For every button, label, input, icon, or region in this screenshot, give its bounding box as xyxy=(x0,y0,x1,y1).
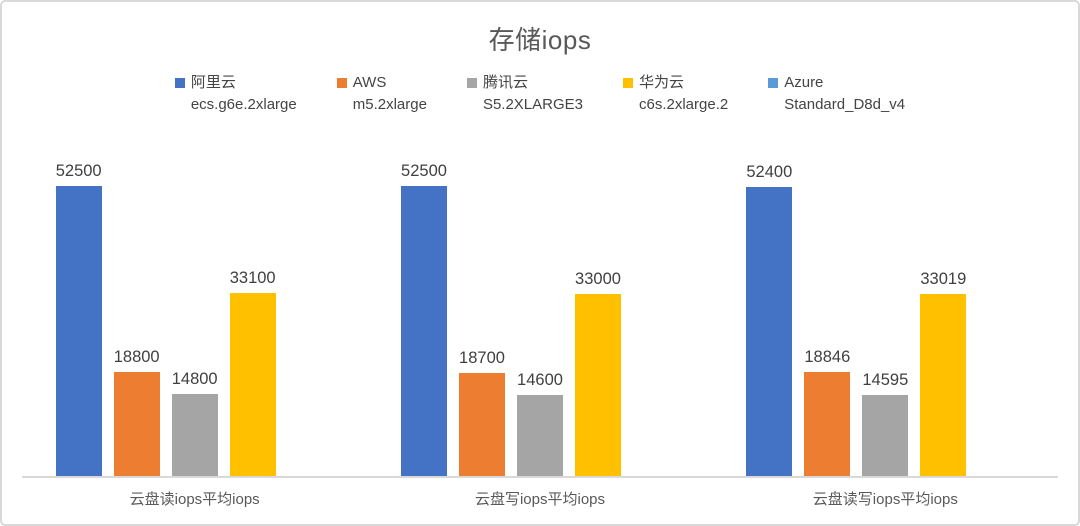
bar-value-label: 33000 xyxy=(575,269,621,288)
bar-tencent: 14600 xyxy=(516,371,563,476)
legend-swatch-icon xyxy=(466,77,477,88)
legend-instance-type: c6s.2xlarge.2 xyxy=(639,96,729,113)
bar-group: 52400 18846 14595 33019 xyxy=(713,163,1058,476)
bar-group: 52500 18700 14600 33000 xyxy=(367,162,712,476)
legend-item-tencent: 腾讯云 S5.2XLARGE3 xyxy=(466,72,583,115)
legend-item-azure: Azure Standard_D8d_v4 xyxy=(768,72,905,115)
bar-aws: 18800 xyxy=(113,348,160,476)
bar-group: 52500 18800 14800 33100 xyxy=(22,162,367,476)
bar-alicloud: 52400 xyxy=(746,163,793,476)
legend-swatch-icon xyxy=(623,77,633,88)
legend-series-name: 阿里云 xyxy=(190,74,236,91)
legend-item-alicloud: 阿里云 ecs.g6e.2xlarge xyxy=(174,72,297,115)
bar-value-label: 18846 xyxy=(804,347,851,366)
plot-area: 52500 18800 14800 33100 52500 18700 14600 33000… xyxy=(22,162,1058,476)
legend-series-name: 华为云 xyxy=(639,74,685,91)
x-axis-line xyxy=(22,476,1058,478)
legend-swatch-icon xyxy=(336,77,347,88)
bar-value-label: 14800 xyxy=(171,370,218,389)
bar-value-label: 33019 xyxy=(920,269,967,288)
bar-value-label: 14595 xyxy=(862,371,909,390)
category-label: 云盘读iops平均iops xyxy=(129,491,260,508)
legend-series-name: AWS xyxy=(352,74,387,91)
legend-series-name: 腾讯云 xyxy=(482,74,528,91)
legend-instance-type: S5.2XLARGE3 xyxy=(482,96,583,113)
bar-value-label: 14600 xyxy=(517,371,563,390)
bar-huawei: 33000 xyxy=(574,270,621,476)
legend-instance-type: Standard_D8d_v4 xyxy=(784,96,906,113)
category-labels: 云盘读iops平均iops 云盘写iops平均iops 云盘读写iops平均iops xyxy=(22,488,1058,509)
category-label: 云盘写iops平均iops xyxy=(474,491,606,508)
legend-item-aws: AWS m5.2xlarge xyxy=(336,72,427,115)
chart-title: 存储iops xyxy=(488,25,592,55)
bar-tencent: 14595 xyxy=(862,371,909,476)
bar-alicloud: 52500 xyxy=(55,162,102,476)
bar-tencent: 14800 xyxy=(171,370,218,476)
legend-swatch-icon xyxy=(768,77,779,88)
bar-value-label: 52400 xyxy=(746,162,793,181)
bar-aws: 18846 xyxy=(804,348,851,476)
bar-value-label: 33100 xyxy=(229,269,276,288)
legend-instance-type: ecs.g6e.2xlarge xyxy=(190,96,297,113)
bar-value-label: 52500 xyxy=(55,162,102,180)
bar-value-label: 18700 xyxy=(459,348,505,367)
bar-huawei: 33019 xyxy=(920,270,967,476)
bar-value-label: 18800 xyxy=(113,348,160,367)
bar-aws: 18700 xyxy=(458,349,505,476)
category-label: 云盘读写iops平均iops xyxy=(812,491,958,508)
legend-instance-type: m5.2xlarge xyxy=(352,96,427,113)
legend-swatch-icon xyxy=(174,77,185,88)
bar-alicloud: 52500 xyxy=(400,162,447,476)
chart-legend: 阿里云 ecs.g6e.2xlarge AWS m5.2xlarge 腾讯云 S5.2XL… xyxy=(2,72,1078,115)
bar-huawei: 33100 xyxy=(229,269,276,476)
legend-series-name: Azure xyxy=(784,74,824,91)
legend-item-huawei: 华为云 c6s.2xlarge.2 xyxy=(623,72,728,115)
bar-value-label: 52500 xyxy=(401,162,447,180)
